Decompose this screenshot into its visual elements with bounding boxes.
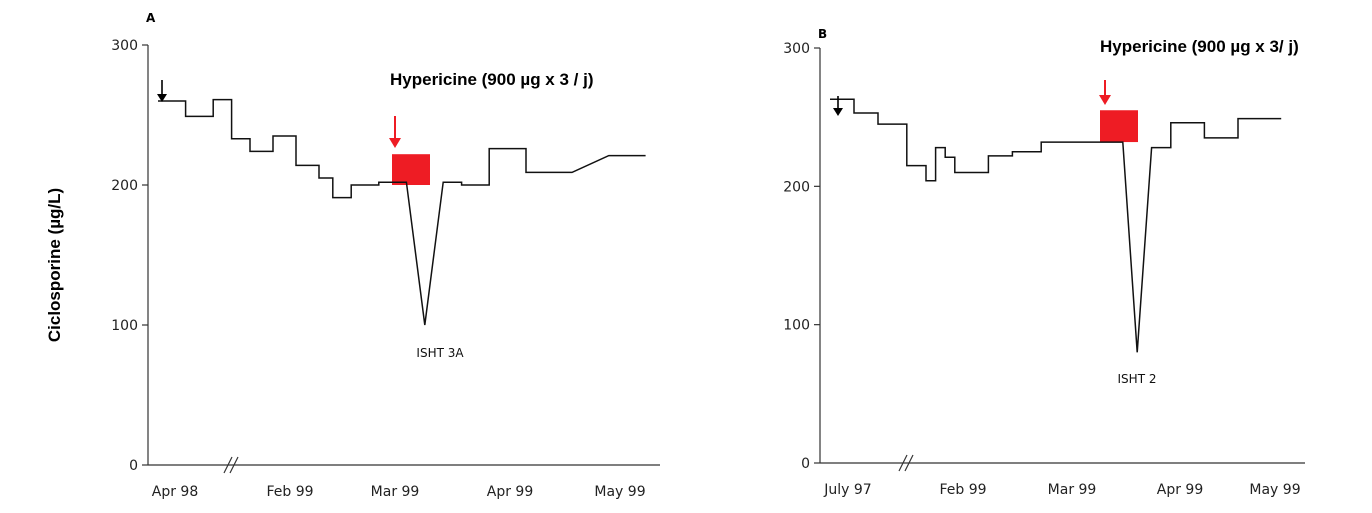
panel-a: 0 100 200 300 Apr 98 Feb 99 Mar 99 Apr 99 May 99… (111, 11, 660, 500)
treatment-annotation: Hypericine (900 µg x 3/ j) (1100, 37, 1299, 56)
axis-break-mark (229, 456, 239, 474)
treatment-block (1100, 110, 1138, 143)
y-tick-label: 200 (111, 178, 138, 194)
panel-label: B (818, 27, 827, 41)
x-tick-label: Feb 99 (266, 484, 313, 500)
event-label: ISHT 3A (416, 346, 464, 360)
panel-b: 0 100 200 300 July 97 Feb 99 Mar 99 Apr 99 May 9… (783, 27, 1305, 498)
y-tick-label: 200 (783, 179, 810, 195)
panel-label: A (146, 11, 156, 25)
series-line (830, 98, 1282, 353)
start-arrow-head (833, 108, 843, 116)
x-tick-label: Apr 98 (152, 484, 198, 500)
x-tick-label: May 99 (1249, 482, 1300, 498)
y-axis-label: Ciclosporine (µg/L) (45, 188, 64, 342)
event-label: ISHT 2 (1118, 372, 1157, 386)
axis-break-mark (223, 456, 233, 474)
x-tick-label: Apr 99 (487, 484, 533, 500)
y-tick-label: 100 (783, 318, 810, 334)
y-tick-label: 0 (129, 458, 138, 474)
axis-break-mark (898, 454, 908, 472)
x-tick-label: Mar 99 (371, 484, 420, 500)
x-tick-label: Feb 99 (939, 482, 986, 498)
y-tick-label: 100 (111, 318, 138, 334)
start-arrow-head (157, 94, 167, 102)
treatment-arrow-head (1099, 95, 1111, 105)
x-tick-label: May 99 (594, 484, 645, 500)
x-tick-label: Mar 99 (1048, 482, 1097, 498)
x-tick-label: July 97 (823, 482, 871, 498)
treatment-block (392, 154, 430, 185)
x-tick-label: Apr 99 (1157, 482, 1203, 498)
y-tick-label: 0 (801, 456, 810, 472)
y-tick-label: 300 (111, 38, 138, 54)
treatment-arrow-head (389, 138, 401, 148)
series-line (158, 98, 646, 326)
axis-break-mark (904, 454, 914, 472)
y-tick-label: 300 (783, 41, 810, 57)
treatment-annotation: Hypericine (900 µg x 3 / j) (390, 70, 594, 89)
